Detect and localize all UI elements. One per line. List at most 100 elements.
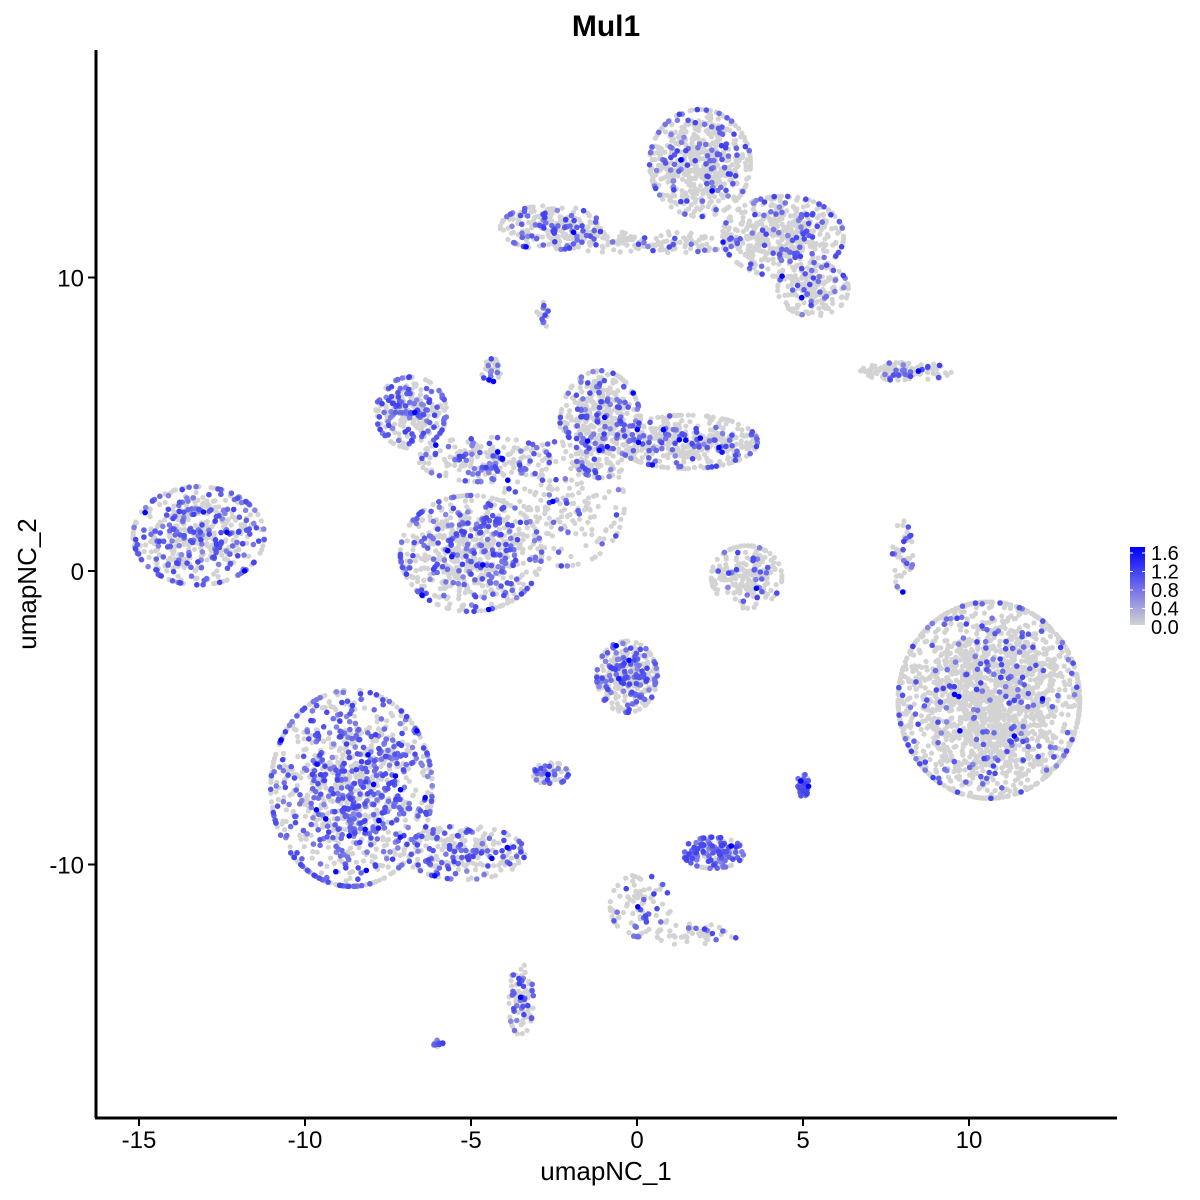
cell-point: [412, 739, 418, 745]
cell-point: [231, 515, 237, 521]
cell-point: [613, 505, 619, 511]
cell-point: [420, 517, 426, 523]
cell-point: [588, 451, 594, 457]
cell-point: [392, 421, 398, 427]
cell-point: [427, 513, 433, 520]
cell-point: [743, 166, 749, 173]
cell-point: [515, 858, 521, 864]
cell-point: [148, 526, 154, 532]
cell-point: [423, 377, 429, 383]
cell-point: [415, 553, 421, 559]
cell-point: [997, 638, 1003, 644]
cell-point: [301, 736, 307, 742]
cell-point: [419, 424, 425, 430]
cell-point: [585, 370, 591, 376]
cell-point: [154, 561, 160, 567]
cell-point: [491, 863, 497, 869]
cell-point: [454, 854, 461, 861]
cell-point: [686, 174, 692, 181]
cell-point: [222, 522, 228, 528]
cell-point: [199, 503, 205, 509]
cell-point: [570, 500, 577, 506]
cell-point: [559, 514, 565, 520]
cell-point: [683, 423, 689, 429]
cell-point: [815, 215, 821, 221]
cell-point: [542, 545, 548, 551]
cell-point: [562, 234, 568, 241]
cell-point: [523, 569, 530, 575]
cell-point: [689, 107, 695, 113]
cell-point: [433, 593, 439, 599]
cell-point: [536, 566, 542, 572]
cell-point: [516, 531, 522, 537]
cell-point: [575, 472, 582, 478]
cell-point: [484, 542, 490, 548]
cell-point: [810, 228, 817, 234]
cell-point: [679, 418, 685, 424]
cell-point: [815, 255, 821, 261]
cell-point: [538, 482, 544, 488]
cell-point: [679, 176, 686, 182]
cell-point: [489, 434, 495, 440]
cell-point: [236, 546, 242, 553]
cell-point: [544, 530, 550, 537]
cell-point: [777, 198, 783, 204]
cell-point: [673, 433, 679, 439]
cell-point: [405, 742, 411, 748]
cell-point: [223, 537, 229, 543]
cell-point: [615, 460, 621, 466]
cell-point: [508, 855, 515, 861]
cell-point: [700, 156, 706, 162]
cell-point: [545, 485, 552, 491]
cell-point: [616, 374, 623, 380]
cell-point: [927, 756, 933, 763]
cell-point: [560, 455, 567, 462]
cell-point: [489, 831, 495, 837]
cell-point: [228, 522, 234, 528]
cell-point: [507, 1014, 513, 1020]
cell-point: [402, 726, 409, 732]
cell-point: [687, 451, 693, 457]
cell-point: [709, 417, 715, 423]
cell-point: [443, 518, 449, 524]
cell-point: [605, 372, 611, 378]
cell-point: [490, 446, 496, 452]
cell-point: [718, 192, 724, 198]
cell-point: [143, 542, 149, 548]
cell-point: [756, 248, 763, 254]
cell-point: [536, 452, 542, 458]
cell-point: [204, 498, 210, 504]
cell-point: [824, 232, 831, 238]
cell-point: [683, 193, 690, 199]
cell-point: [463, 536, 469, 543]
cell-point: [996, 642, 1002, 649]
cell-point: [349, 740, 355, 747]
cell-point: [754, 242, 760, 248]
cell-point: [801, 300, 807, 306]
cell-point: [616, 446, 622, 452]
cell-point: [569, 492, 575, 498]
cell-point: [404, 551, 410, 557]
cell-point: [486, 450, 492, 456]
cell-point: [404, 538, 410, 544]
cell-point: [495, 840, 502, 846]
cell-point: [794, 305, 800, 311]
cell-point: [310, 849, 316, 855]
cell-point: [280, 818, 286, 824]
cell-point: [613, 378, 619, 385]
cell-point: [616, 468, 623, 475]
cell-point: [425, 789, 431, 796]
cell-point: [397, 443, 403, 449]
cell-point: [691, 464, 698, 471]
cell-point: [408, 573, 415, 580]
cell-point: [204, 557, 210, 563]
cell-point: [381, 843, 387, 849]
cell-point: [789, 282, 795, 288]
cell-point: [739, 427, 745, 433]
cell-point: [533, 489, 539, 495]
cell-point: [523, 514, 530, 521]
cell-point: [668, 204, 674, 210]
cell-point: [418, 387, 424, 393]
cell-point: [722, 416, 729, 423]
cell-point: [580, 424, 586, 430]
